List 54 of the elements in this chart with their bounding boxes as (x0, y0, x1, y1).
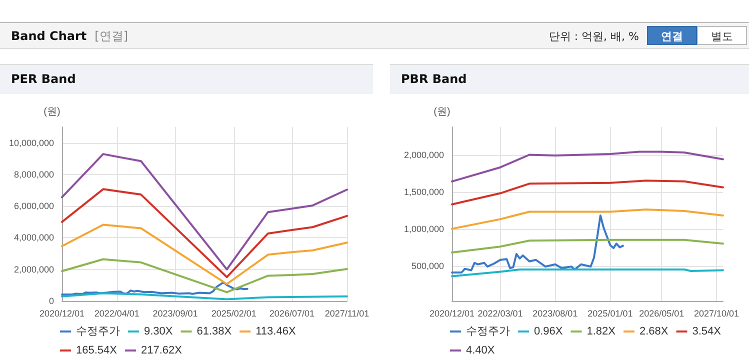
text: 단위 : 억원, 배, % (548, 29, 639, 44)
legend-label: 수정주가 (466, 326, 510, 338)
y-axis-title: (원) (434, 106, 450, 118)
text: Band Chart (11, 29, 87, 43)
x-tick-label: 2026/05/01 (639, 308, 684, 318)
line-series (451, 238, 724, 254)
legend-label: 113.46X (256, 326, 296, 338)
y-tick-label: 0 (48, 296, 54, 306)
x-tick-label: 2022/03/01 (478, 308, 523, 318)
text: 별도 (697, 26, 747, 45)
line-series (61, 153, 348, 270)
y-tick-label: 8,000,000 (14, 169, 54, 180)
legend-label: 61.38X (196, 326, 232, 338)
line-series (451, 180, 724, 206)
line-series (451, 150, 724, 182)
y-tick-label: 10,000,000 (8, 138, 54, 148)
text: 연결 (647, 26, 697, 45)
x-tick-label: 2023/08/01 (532, 308, 578, 318)
y-tick-label: 1,000,000 (404, 224, 444, 234)
legend-label: 9.30X (144, 326, 174, 338)
legend-label: 수정주가 (76, 326, 120, 338)
legend-label: 3.54X (692, 326, 722, 338)
x-tick-label: 2020/12/01 (429, 308, 475, 318)
line-series (61, 258, 348, 294)
text: [연결] (94, 29, 128, 43)
x-tick-label: 2025/02/01 (211, 308, 256, 318)
line-series (61, 281, 248, 296)
x-tick-label: 2027/11/01 (324, 308, 370, 318)
x-tick-label: 2023/09/01 (152, 308, 198, 318)
legend-label: 165.54X (76, 344, 118, 356)
line-series (61, 224, 348, 286)
x-tick-label: 2027/10/01 (694, 308, 740, 318)
y-tick-label: 2,000,000 (404, 150, 444, 160)
line-series (451, 268, 724, 278)
chart-title: PBR Band (390, 65, 749, 94)
y-tick-label: 500,000 (411, 260, 444, 271)
chart-title: PER Band (0, 65, 373, 94)
y-tick-label: 1,500,000 (404, 186, 444, 197)
line-series (61, 188, 348, 278)
y-tick-label: 6,000,000 (14, 201, 54, 212)
y-tick-label: 2,000,000 (14, 264, 54, 274)
y-tick-label: 4,000,000 (14, 232, 54, 243)
legend-label: 0.96X (534, 326, 564, 338)
y-axis-title: (원) (44, 106, 60, 118)
x-tick-label: 2020/12/01 (39, 308, 85, 318)
legend-label: 217.62X (140, 344, 183, 356)
line-series (451, 208, 724, 230)
line-series (451, 214, 624, 274)
x-tick-label: 2022/04/01 (94, 308, 140, 318)
legend-label: 4.40X (466, 344, 496, 356)
legend-label: 2.68X (639, 326, 669, 338)
x-tick-label: 2025/01/01 (588, 308, 633, 318)
legend-label: 1.82X (586, 326, 616, 338)
x-tick-label: 2026/07/01 (269, 308, 314, 318)
